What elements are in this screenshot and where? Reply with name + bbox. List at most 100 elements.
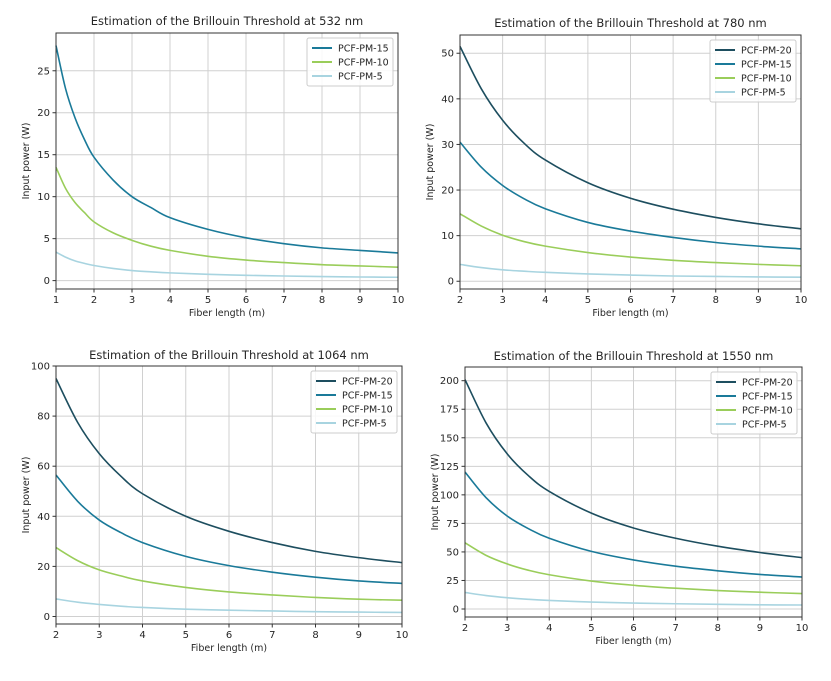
legend-label: PCF-PM-5 bbox=[342, 419, 387, 430]
legend-label: PCF-PM-5 bbox=[742, 420, 787, 431]
y-tick-label: 0 bbox=[44, 612, 50, 623]
y-axis-label: Input power (W) bbox=[21, 457, 32, 534]
x-tick-label: 8 bbox=[715, 623, 721, 634]
y-tick-label: 10 bbox=[37, 192, 50, 203]
chart-780nm-svg: Estimation of the Brillouin Threshold at… bbox=[415, 0, 831, 335]
x-tick-label: 3 bbox=[96, 630, 102, 641]
x-tick-label: 5 bbox=[585, 295, 591, 306]
y-tick-label: 20 bbox=[441, 186, 454, 197]
chart-1064nm-svg: Estimation of the Brillouin Threshold at… bbox=[0, 338, 415, 677]
legend-label: PCF-PM-10 bbox=[338, 58, 389, 69]
legend-label: PCF-PM-10 bbox=[741, 74, 792, 85]
x-tick-label: 6 bbox=[243, 295, 249, 306]
legend: PCF-PM-20 PCF-PM-15 PCF-PM-10 PCF-PM-5 bbox=[710, 40, 796, 102]
y-tick-label: 150 bbox=[440, 433, 459, 444]
x-tick-label: 5 bbox=[588, 623, 594, 634]
y-tick-label: 0 bbox=[453, 605, 459, 616]
legend-label: PCF-PM-10 bbox=[742, 406, 793, 417]
chart-1550nm-svg: Estimation of the Brillouin Threshold at… bbox=[415, 338, 831, 677]
chart-title: Estimation of the Brillouin Threshold at… bbox=[89, 348, 369, 362]
legend-label: PCF-PM-10 bbox=[342, 405, 393, 416]
x-tick-label: 7 bbox=[269, 630, 275, 641]
y-tick-label: 0 bbox=[44, 276, 50, 287]
legend-label: PCF-PM-20 bbox=[741, 46, 792, 57]
y-tick-label: 20 bbox=[37, 108, 50, 119]
y-axis-label: Input power (W) bbox=[425, 124, 436, 201]
y-tick-label: 10 bbox=[441, 231, 454, 242]
series-line-pcf-pm-5 bbox=[56, 252, 398, 277]
legend: PCF-PM-20 PCF-PM-15 PCF-PM-10 PCF-PM-5 bbox=[311, 371, 397, 433]
x-axis-label: Fiber length (m) bbox=[592, 308, 668, 319]
y-tick-label: 5 bbox=[44, 234, 50, 245]
x-tick-label: 10 bbox=[392, 295, 405, 306]
x-axis-label: Fiber length (m) bbox=[189, 308, 265, 319]
chart-1064nm: Estimation of the Brillouin Threshold at… bbox=[0, 338, 415, 677]
y-tick-label: 0 bbox=[448, 277, 454, 288]
x-tick-label: 8 bbox=[713, 295, 719, 306]
chart-title: Estimation of the Brillouin Threshold at… bbox=[494, 349, 774, 363]
x-axis-label: Fiber length (m) bbox=[191, 643, 267, 654]
y-tick-label: 80 bbox=[37, 412, 50, 423]
legend: PCF-PM-15 PCF-PM-10 PCF-PM-5 bbox=[307, 38, 393, 86]
legend-label: PCF-PM-20 bbox=[742, 378, 793, 389]
legend-label: PCF-PM-15 bbox=[742, 392, 793, 403]
x-tick-label: 2 bbox=[457, 295, 463, 306]
x-tick-label: 6 bbox=[226, 630, 232, 641]
chart-532nm: Estimation of the Brillouin Threshold at… bbox=[0, 0, 415, 335]
legend-label: PCF-PM-5 bbox=[338, 72, 383, 83]
x-tick-label: 2 bbox=[53, 630, 59, 641]
x-tick-label: 1 bbox=[53, 295, 59, 306]
x-tick-label: 2 bbox=[91, 295, 97, 306]
y-tick-label: 40 bbox=[37, 512, 50, 523]
x-tick-label: 3 bbox=[129, 295, 135, 306]
legend: PCF-PM-20 PCF-PM-15 PCF-PM-10 PCF-PM-5 bbox=[711, 372, 797, 434]
x-tick-label: 5 bbox=[205, 295, 211, 306]
y-tick-label: 100 bbox=[440, 490, 459, 501]
legend-label: PCF-PM-15 bbox=[338, 44, 389, 55]
legend-label: PCF-PM-15 bbox=[342, 391, 393, 402]
x-tick-label: 3 bbox=[504, 623, 510, 634]
chart-532nm-svg: Estimation of the Brillouin Threshold at… bbox=[0, 0, 415, 335]
legend-label: PCF-PM-15 bbox=[741, 60, 792, 71]
x-tick-label: 7 bbox=[281, 295, 287, 306]
series-line-pcf-pm-10 bbox=[56, 167, 398, 267]
x-tick-label: 9 bbox=[357, 295, 363, 306]
y-tick-label: 50 bbox=[441, 49, 454, 60]
x-axis-label: Fiber length (m) bbox=[595, 636, 671, 647]
y-tick-label: 40 bbox=[441, 94, 454, 105]
y-tick-label: 100 bbox=[31, 362, 50, 373]
x-tick-label: 4 bbox=[542, 295, 548, 306]
x-tick-label: 9 bbox=[356, 630, 362, 641]
y-tick-label: 50 bbox=[446, 547, 459, 558]
y-tick-label: 175 bbox=[440, 405, 459, 416]
x-tick-label: 6 bbox=[630, 623, 636, 634]
x-tick-label: 9 bbox=[757, 623, 763, 634]
y-tick-label: 15 bbox=[37, 150, 50, 161]
chart-title: Estimation of the Brillouin Threshold at… bbox=[494, 16, 766, 30]
x-tick-label: 5 bbox=[183, 630, 189, 641]
y-tick-label: 125 bbox=[440, 462, 459, 473]
y-axis-label: Input power (W) bbox=[21, 123, 32, 200]
y-tick-label: 200 bbox=[440, 376, 459, 387]
legend-label: PCF-PM-20 bbox=[342, 377, 393, 388]
x-tick-label: 4 bbox=[139, 630, 145, 641]
x-tick-label: 10 bbox=[795, 295, 808, 306]
legend-label: PCF-PM-5 bbox=[741, 88, 786, 99]
chart-1550nm: Estimation of the Brillouin Threshold at… bbox=[415, 338, 831, 677]
x-tick-label: 4 bbox=[167, 295, 173, 306]
y-tick-label: 30 bbox=[441, 140, 454, 151]
x-tick-label: 3 bbox=[499, 295, 505, 306]
x-tick-label: 6 bbox=[627, 295, 633, 306]
x-tick-label: 10 bbox=[396, 630, 409, 641]
x-tick-label: 9 bbox=[755, 295, 761, 306]
y-tick-label: 75 bbox=[446, 519, 459, 530]
x-tick-label: 10 bbox=[796, 623, 809, 634]
x-tick-label: 8 bbox=[312, 630, 318, 641]
chart-title: Estimation of the Brillouin Threshold at… bbox=[91, 14, 363, 28]
x-tick-label: 7 bbox=[670, 295, 676, 306]
y-tick-label: 25 bbox=[37, 66, 50, 77]
y-tick-label: 20 bbox=[37, 562, 50, 573]
y-axis-label: Input power (W) bbox=[430, 454, 441, 531]
x-tick-label: 8 bbox=[319, 295, 325, 306]
y-tick-label: 25 bbox=[446, 576, 459, 587]
